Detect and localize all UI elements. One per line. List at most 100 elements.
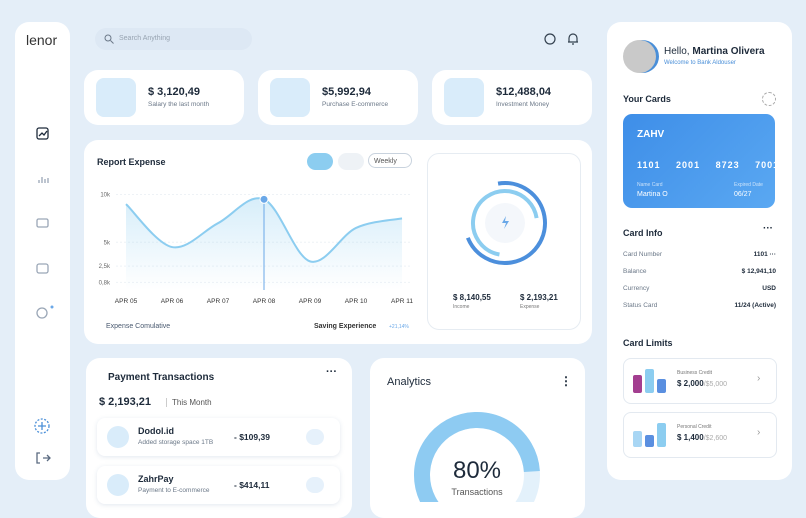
info-value: 1101 ··· [753, 251, 776, 258]
info-more[interactable]: ··· [763, 223, 773, 234]
y-tick-label: 5k [104, 240, 111, 246]
header-icons[interactable] [543, 32, 583, 48]
radial-decoration [463, 181, 547, 265]
card-number-group: 1101 [637, 160, 661, 170]
gauge-subtitle: Transactions [451, 487, 503, 497]
stat-icon [270, 78, 310, 117]
greeting: Hello, [664, 46, 690, 57]
search-icon [104, 34, 114, 44]
tx-desc: Added storage space 1TB [138, 439, 214, 446]
info-label: Status Card [623, 302, 658, 309]
limit-bar-decoration [645, 369, 654, 393]
limits-title: Card Limits [623, 338, 673, 348]
gauge-chart: Analytics ⋮ 80% Transactions [387, 374, 572, 502]
info-label: Currency [623, 285, 650, 292]
info-label: Card Number [623, 251, 663, 258]
info-value: $ 12,941,10 [741, 268, 776, 275]
card-brand: ZAHV [637, 129, 665, 140]
exp-label: Expired Date [734, 182, 763, 188]
search-placeholder: Search Anything [119, 35, 170, 42]
line-chart: 10k 5k 2,5k 0,8k APR 05 APR 06 APR 07 APR 08 APR… [99, 193, 414, 305]
x-tick-label: APR 10 [345, 298, 368, 305]
period-select[interactable]: Weekly [368, 153, 412, 168]
welcome: Welcome to Bank Aldouser [664, 60, 736, 66]
x-tick-label: APR 07 [207, 298, 230, 305]
payments-period[interactable]: This Month [166, 398, 212, 407]
limit-amount: $ 1,400/$2,600 [677, 433, 727, 442]
limit-bar-decoration [657, 379, 666, 393]
right-panel: Hello, Martina Olivera Welcome to Bank A… [607, 22, 792, 480]
gauge-title: Analytics [387, 376, 432, 388]
limit-label: Personal Credit [677, 424, 712, 430]
profile-name: Martina Olivera [692, 46, 765, 57]
x-tick-label: APR 05 [115, 298, 138, 305]
y-tick-label: 10k [100, 193, 111, 199]
x-tick-label: APR 06 [161, 298, 184, 305]
stat-value: $ 3,120,49 [148, 86, 200, 98]
stat-card: $ 3,120,49 Salary the last month [84, 70, 244, 125]
x-tick-label: APR 09 [299, 298, 322, 305]
bank-card[interactable]: ZAHV 1101 2001 8723 7001 Name Card Marti… [623, 114, 778, 208]
more[interactable]: ··· [326, 366, 337, 378]
dashboard: lenor Search Anything Report Expense Wee… [15, 22, 792, 518]
logo: lenor [26, 32, 58, 48]
analytics-panel: Analytics ⋮ 80% Transactions [370, 358, 585, 518]
add-card[interactable] [762, 92, 776, 106]
avatar [623, 40, 656, 73]
line-toggle[interactable] [307, 153, 333, 170]
card-number-group: 7001 [755, 160, 780, 170]
gauge-value: 80% [453, 457, 501, 484]
info-title: Card Info [623, 228, 663, 238]
tx-action [306, 477, 324, 493]
chevron: › [757, 373, 761, 384]
info-value: 11/24 (Active) [734, 302, 776, 309]
bar-toggle[interactable] [338, 153, 364, 170]
limit-label: Business Credit [677, 370, 713, 376]
period: Weekly [374, 158, 397, 165]
tx-name: ZahrPay [138, 474, 174, 484]
limit-total: /$5,000 [703, 381, 728, 388]
tx-name: Dodol.id [138, 426, 174, 436]
stat-card: $5,992,94 Purchase E-commerce [258, 70, 418, 125]
payments-panel: Payment Transactions ··· $ 2,193,21 This… [86, 358, 352, 518]
info-value: USD [762, 285, 776, 292]
info-label: Balance [623, 268, 647, 275]
x-tick-label: APR 08 [253, 298, 276, 305]
profile-line: Hello, Martina Olivera [664, 46, 765, 57]
income-value: $ 8,140,55 [453, 293, 491, 302]
card-number-group: 8723 [715, 160, 740, 170]
chevron: › [757, 427, 761, 438]
card-name: Martina O [637, 191, 668, 198]
tx-amount: - $109,39 [234, 432, 270, 442]
y-tick-label: 0,8k [99, 280, 111, 286]
expense-label: Expense [520, 304, 540, 310]
search-box[interactable]: Search Anything [95, 28, 252, 50]
change: +21,14% [389, 324, 409, 330]
payments-title: Payment Transactions [108, 372, 215, 383]
tx-desc: Payment to E-commerce [138, 487, 210, 494]
expense-value: $ 2,193,21 [520, 293, 558, 302]
focus-point [259, 194, 269, 204]
name-label: Name Card [637, 182, 663, 188]
x-tick-label: APR 11 [391, 298, 413, 305]
stat-label: Salary the last month [148, 101, 210, 108]
footer-left[interactable]: Expense Comulative [106, 323, 171, 330]
sidebar: lenor [15, 22, 70, 480]
tx-amount: - $414,11 [234, 480, 270, 490]
footer-right: Saving Experience [314, 323, 377, 330]
limit-box[interactable]: Business Credit $ 2,000/$5,000 › [623, 358, 777, 404]
y-tick-label: 2,5k [99, 264, 111, 270]
report-title: Report Expense [97, 157, 166, 167]
more: ⋮ [560, 374, 572, 388]
stat-value: $5,992,94 [322, 86, 371, 98]
transaction-row: ZahrPay Payment to E-commerce - $414,11 [97, 466, 340, 504]
limit-box[interactable]: Personal Credit $ 1,400/$2,600 › [623, 412, 777, 458]
summary-box: $ 8,140,55 Income $ 2,193,21 Expense [427, 153, 581, 330]
gauge-arc [414, 412, 540, 502]
cards-title: Your Cards [623, 94, 671, 104]
stat-icon [96, 78, 136, 117]
limit-amount: $ 2,000/$5,000 [677, 379, 727, 388]
payments-total: $ 2,193,21 [99, 396, 151, 408]
stat-icon [444, 78, 484, 117]
tx-action [306, 429, 324, 445]
